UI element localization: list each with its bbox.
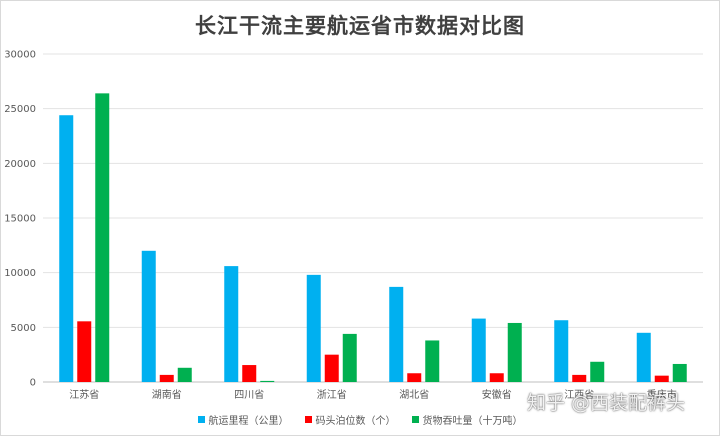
y-tick-label: 30000 [4, 50, 36, 61]
legend-item-throughput: 货物吞吐量（十万吨） [411, 412, 523, 427]
y-tick-label: 0 [30, 378, 36, 389]
legend-item-mileage: 航运里程（公里） [197, 412, 289, 427]
bar [654, 375, 669, 382]
bar [95, 93, 110, 383]
bar [507, 322, 522, 382]
legend-label-mileage: 航运里程（公里） [208, 416, 289, 427]
y-tick-label: 25000 [4, 104, 36, 115]
bar [324, 354, 339, 382]
legend-item-berths: 码头泊位数（个） [304, 412, 396, 427]
y-tick-label: 15000 [4, 214, 36, 225]
legend-swatch-throughput [411, 416, 419, 423]
bar [554, 320, 569, 382]
bar [306, 274, 321, 382]
x-tick-label: 安徽省 [482, 388, 512, 401]
y-tick-label: 10000 [4, 268, 36, 279]
bar [672, 363, 687, 382]
watermark: 知乎 @西装配裤头 [527, 392, 686, 414]
bar [242, 365, 257, 382]
bar [177, 367, 192, 382]
bar [59, 115, 74, 382]
legend-label-berths: 码头泊位数（个） [315, 416, 396, 427]
x-tick-label: 湖南省 [152, 388, 182, 401]
x-tick-label: 湖北省 [399, 388, 429, 401]
bar [141, 250, 156, 382]
y-tick-label: 5000 [11, 323, 36, 334]
x-tick-label: 重庆市 [647, 388, 677, 401]
x-tick-label: 浙江省 [317, 388, 347, 401]
bar [260, 380, 275, 382]
bar [471, 318, 486, 382]
bar [572, 374, 587, 382]
chart-title: 长江干流主要航运省市数据对比图 [195, 14, 525, 38]
bar [77, 321, 92, 382]
legend-swatch-berths [304, 416, 312, 423]
bar [342, 333, 357, 382]
legend: 航运里程（公里） 码头泊位数（个） 货物吞吐量（十万吨） [0, 412, 720, 427]
x-tick-label: 江西省 [564, 388, 594, 401]
y-tick-label: 20000 [4, 159, 36, 170]
legend-swatch-mileage [197, 416, 205, 423]
bar [425, 340, 440, 382]
bar [159, 374, 174, 382]
x-tick-label: 江苏省 [69, 388, 99, 401]
bar [489, 373, 504, 382]
bar [590, 361, 605, 382]
bar [636, 332, 651, 382]
x-tick-label: 四川省 [234, 388, 264, 401]
bar [407, 373, 422, 382]
legend-label-throughput: 货物吞吐量（十万吨） [422, 416, 523, 427]
bar [224, 266, 239, 382]
bar [389, 286, 404, 382]
